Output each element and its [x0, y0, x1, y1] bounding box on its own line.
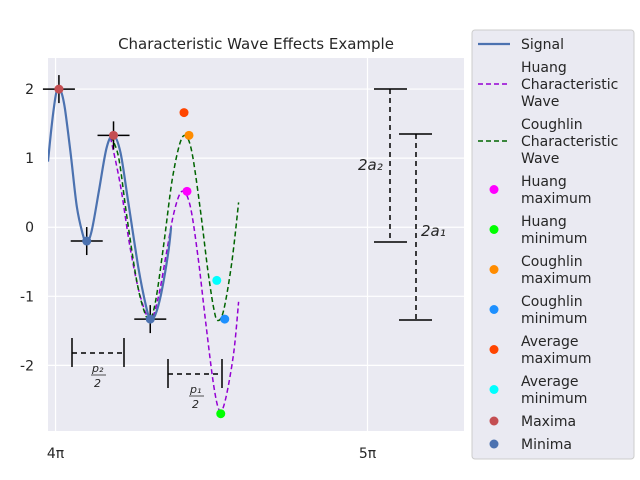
- grid: [48, 58, 464, 431]
- legend-item-huang-minimum: Huang minimum: [489, 214, 587, 247]
- marker-coughlin-minimum: [220, 314, 230, 324]
- legend-item-coughlin-maximum: Coughlin maximum: [489, 254, 592, 287]
- annotation-p1-den: 2: [192, 398, 199, 411]
- markers: [42, 75, 230, 419]
- legend-item-average-minimum: Average minimum: [489, 374, 587, 407]
- legend-item-maxima: Maxima: [489, 414, 576, 430]
- legend-item-coughlin-minimum: Coughlin minimum: [489, 294, 587, 327]
- legend-label: Signal: [521, 37, 564, 53]
- legend-label: Average minimum: [521, 374, 587, 407]
- legend-item-coughlin-characteristic-wave: Coughlin Characteristic Wave: [478, 117, 618, 167]
- legend-label: Huang Characteristic Wave: [521, 60, 618, 110]
- marker-huang-maximum: [182, 186, 192, 196]
- plot-area: [48, 58, 464, 431]
- legend-label: Coughlin minimum: [521, 294, 587, 327]
- legend-label: Huang minimum: [521, 214, 587, 247]
- legend: Signal Huang Characteristic Wave Coughlin Cha…: [471, 29, 635, 460]
- marker-minima: [82, 236, 92, 246]
- marker-average-minimum: [212, 275, 222, 285]
- legend-label: Minima: [521, 437, 572, 453]
- legend-item-signal: Signal: [478, 37, 564, 53]
- legend-swatch: [489, 265, 499, 274]
- y-tick-label: -1: [20, 289, 34, 305]
- legend-label: Huang maximum: [521, 174, 592, 207]
- annotation-p1-num: p₁: [189, 383, 201, 396]
- y-tick-label: 2: [25, 82, 34, 98]
- y-tick-label: 1: [25, 151, 34, 167]
- marker-average-maximum: [179, 108, 189, 118]
- legend-swatch: [489, 185, 499, 194]
- legend-item-huang-maximum: Huang maximum: [489, 174, 592, 207]
- x-tick-label: 4π: [47, 446, 65, 462]
- legend-item-huang-characteristic-wave: Huang Characteristic Wave: [478, 60, 618, 110]
- y-tick-label: -2: [20, 358, 34, 374]
- legend-label: Coughlin Characteristic Wave: [521, 117, 618, 167]
- legend-swatch: [489, 439, 499, 449]
- ticks: 2 1 0 -1 -2 4π 5π: [20, 82, 377, 462]
- annotation-p2-num: p₂: [91, 362, 104, 375]
- y-tick-label: 0: [25, 220, 34, 236]
- marker-maxima: [109, 130, 119, 140]
- annotation-2a2: 2a₂: [358, 156, 383, 174]
- legend-label: Coughlin maximum: [521, 254, 592, 287]
- legend-swatch: [489, 345, 499, 354]
- legend-item-average-maximum: Average maximum: [489, 334, 592, 367]
- annotations: [71, 88, 432, 388]
- annotation-p2-den: 2: [94, 377, 101, 390]
- annotation-2a1: 2a₁: [421, 222, 446, 240]
- marker-minima: [145, 314, 155, 324]
- legend-label: Maxima: [521, 414, 576, 430]
- legend-label: Average maximum: [521, 334, 592, 367]
- legend-box: [471, 29, 635, 460]
- legend-swatch: [489, 416, 499, 426]
- legend-swatch: [489, 385, 499, 394]
- legend-item-minima: Minima: [489, 437, 572, 453]
- x-tick-label: 5π: [359, 446, 377, 462]
- marker-coughlin-maximum: [184, 130, 194, 140]
- series-coughlin-characteristic-wave: [109, 134, 240, 322]
- legend-swatch: [489, 225, 499, 234]
- marker-huang-minimum: [216, 409, 226, 419]
- chart-title: Characteristic Wave Effects Example: [118, 35, 394, 53]
- legend-swatch: [489, 305, 499, 314]
- marker-maxima: [54, 84, 64, 94]
